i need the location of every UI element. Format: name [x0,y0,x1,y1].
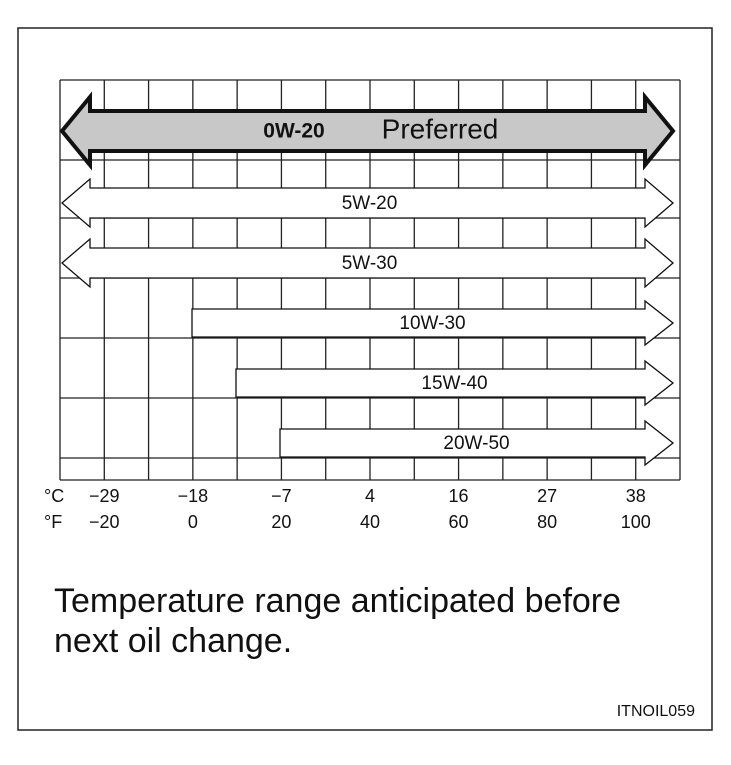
fahrenheit-label: 60 [449,512,469,532]
range-arrow [191,299,675,347]
arrow-label: 15W-40 [421,373,487,394]
fahrenheit-label: 80 [537,512,557,532]
fahrenheit-label: 100 [621,512,651,532]
celsius-label: −7 [271,486,292,506]
arrow-label: 0W-20 [263,120,324,143]
range-arrow [59,91,676,171]
arrow-note: Preferred [382,113,499,144]
arrow-label: 20W-50 [443,433,509,454]
celsius-label: −18 [178,486,209,506]
range-arrow [61,237,674,289]
celsius-unit: °C [44,486,64,506]
range-arrow [235,359,675,407]
fahrenheit-unit: °F [44,512,62,532]
range-arrow [61,177,674,229]
temperature-scale: °C °F −29 −18 −7 4 16 27 38 −20 0 20 40 60 80 100 [44,486,651,532]
fahrenheit-label: 0 [188,512,198,532]
caption-line: Temperature range anticipated before [54,582,621,620]
celsius-label: 16 [449,486,469,506]
fahrenheit-label: 20 [271,512,291,532]
fahrenheit-label: −20 [89,512,120,532]
range-arrow [279,419,675,467]
celsius-label: 38 [626,486,646,506]
celsius-label: 4 [365,486,375,506]
arrow-label: 5W-30 [342,253,398,274]
caption-line: next oil change. [54,622,292,660]
arrow-label: 10W-30 [399,313,465,334]
arrows: 0W-20 Preferred 5W-20 5W-30 10W-30 15W-40 20W-… [59,91,676,467]
figure-code: ITNOIL059 [617,703,695,720]
celsius-label: 27 [537,486,557,506]
celsius-label: −29 [89,486,120,506]
fahrenheit-label: 40 [360,512,380,532]
arrow-label: 5W-20 [342,193,398,214]
